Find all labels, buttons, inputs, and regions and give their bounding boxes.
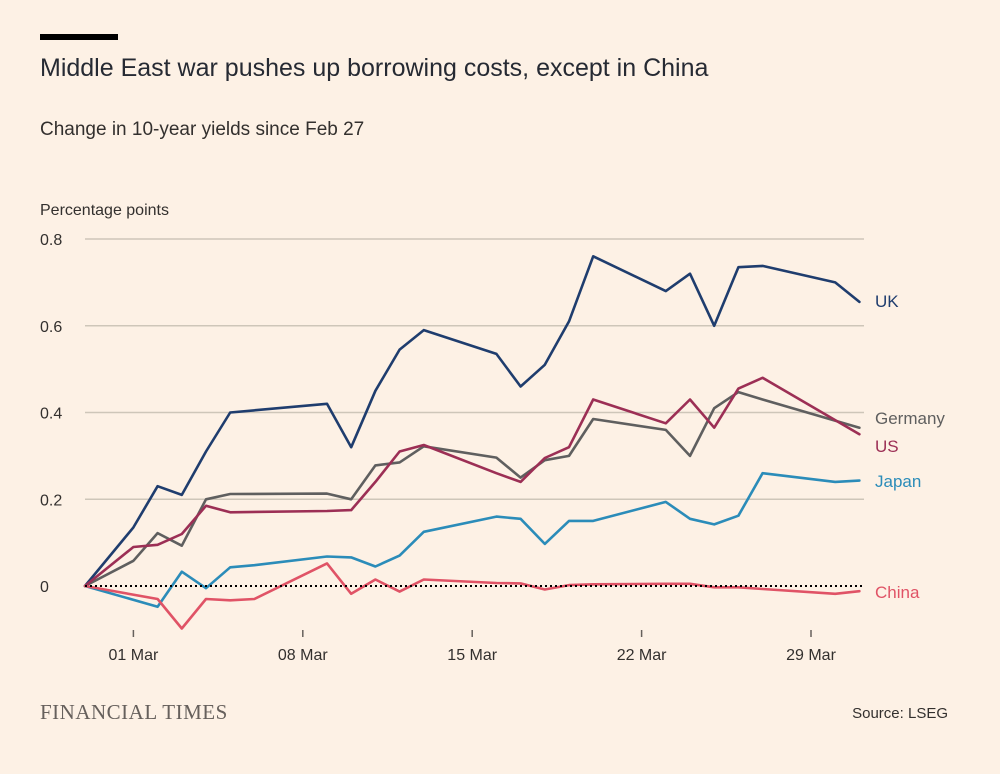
series-line-japan	[83, 471, 861, 609]
series-line-china	[83, 562, 861, 630]
y-tick-label: 0.6	[40, 319, 62, 336]
series-lines	[83, 254, 864, 630]
series-label-us: US	[875, 437, 899, 456]
x-tick-label: 29 Mar	[786, 647, 836, 664]
x-axis: 01 Mar 08 Mar 15 Mar 22 Mar 29 Mar	[109, 630, 837, 664]
y-tick-label: 0.2	[40, 492, 62, 509]
x-tick-label: 15 Mar	[447, 647, 497, 664]
chart-subtitle: Change in 10-year yields since Feb 27	[40, 119, 365, 140]
source-note: Source: LSEG	[852, 705, 948, 722]
ft-logo: FINANCIAL TIMES	[40, 700, 228, 724]
series-line-us	[83, 376, 861, 588]
series-labels: UK Germany US Japan China	[875, 292, 945, 602]
series-label-china: China	[875, 583, 920, 602]
x-tick-label: 08 Mar	[278, 647, 328, 664]
y-tick-label: 0	[40, 579, 49, 596]
chart-title: Middle East war pushes up borrowing cost…	[40, 54, 709, 82]
y-tick-label: 0.8	[40, 232, 62, 249]
x-tick-label: 01 Mar	[109, 647, 159, 664]
y-axis-label: Percentage points	[40, 202, 169, 219]
series-line-germany	[83, 390, 861, 588]
gridlines	[85, 238, 864, 500]
y-axis: 0 0.2 0.4 0.6 0.8	[40, 232, 62, 596]
x-tick-label: 22 Mar	[617, 647, 667, 664]
series-label-germany: Germany	[875, 409, 945, 428]
ft-accent-bar	[40, 34, 118, 40]
series-line-uk	[83, 254, 861, 588]
series-label-japan: Japan	[875, 472, 921, 491]
y-tick-label: 0.4	[40, 406, 62, 423]
series-label-uk: UK	[875, 292, 899, 311]
